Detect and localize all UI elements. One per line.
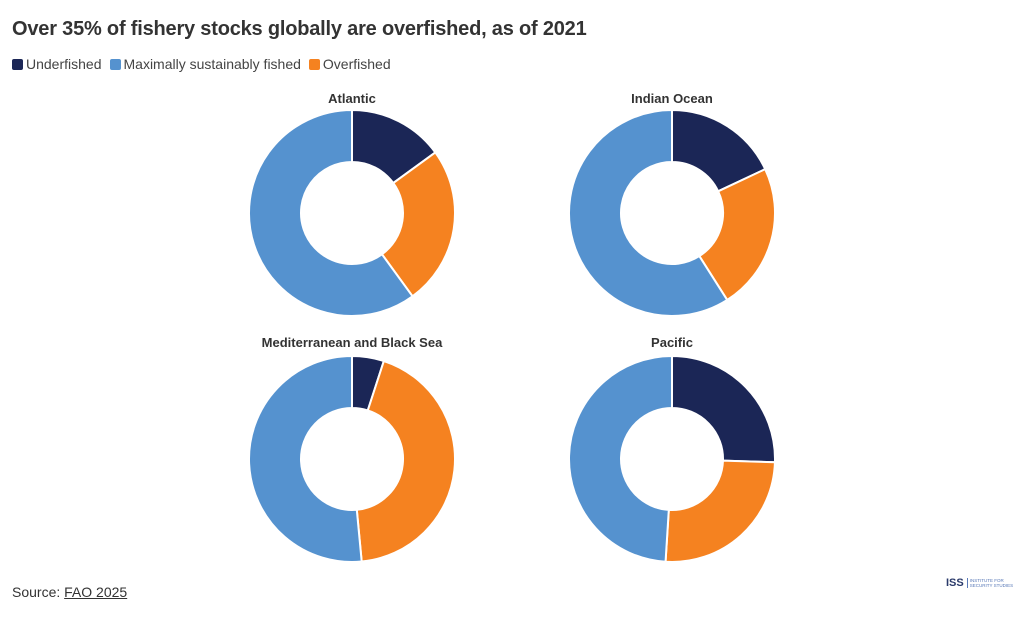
logo-text: INSTITUTE FOR SECURITY STUDIES <box>966 578 1013 588</box>
legend: Underfished Maximally sustainably fished… <box>12 56 391 72</box>
donut-slice-overfished <box>697 167 776 302</box>
iss-logo: ISS INSTITUTE FOR SECURITY STUDIES <box>946 577 1013 589</box>
logo-mark: ISS <box>946 577 964 589</box>
chart-title: Over 35% of fishery stocks globally are … <box>12 18 587 40</box>
source-label: Source: <box>12 584 65 600</box>
panel-title-pacific: Pacific <box>651 335 693 350</box>
panel-title-atlantic: Atlantic <box>328 91 376 106</box>
donut-slice-maximally-sustainably-fished <box>568 354 673 563</box>
panel-title-mediterranean: Mediterranean and Black Sea <box>261 335 443 350</box>
legend-swatch <box>308 58 320 70</box>
legend-item-overfished: Overfished <box>308 56 391 72</box>
donut-slice-maximally-sustainably-fished <box>568 108 729 317</box>
donut-slice-maximally-sustainably-fished <box>248 354 363 563</box>
donut-slice-overfished <box>380 151 456 298</box>
donut-slice-maximally-sustainably-fished <box>248 108 414 317</box>
legend-swatch <box>12 58 23 70</box>
legend-item-underfished: Underfished <box>12 56 102 72</box>
legend-item-maximally: Maximally sustainably fished <box>109 56 301 72</box>
legend-label: Maximally sustainably fished <box>123 56 301 72</box>
legend-label: Underfished <box>26 56 102 72</box>
donut-slice-overfished <box>664 459 776 563</box>
source-link[interactable]: FAO 2025 <box>64 584 128 600</box>
donut-slice-overfished <box>355 359 456 563</box>
source: Source: FAO 2025 <box>12 584 127 600</box>
legend-label: Overfished <box>322 56 391 72</box>
donut-slice-underfished <box>671 354 776 464</box>
panel-title-indian-ocean: Indian Ocean <box>631 91 713 106</box>
legend-swatch <box>109 58 121 70</box>
